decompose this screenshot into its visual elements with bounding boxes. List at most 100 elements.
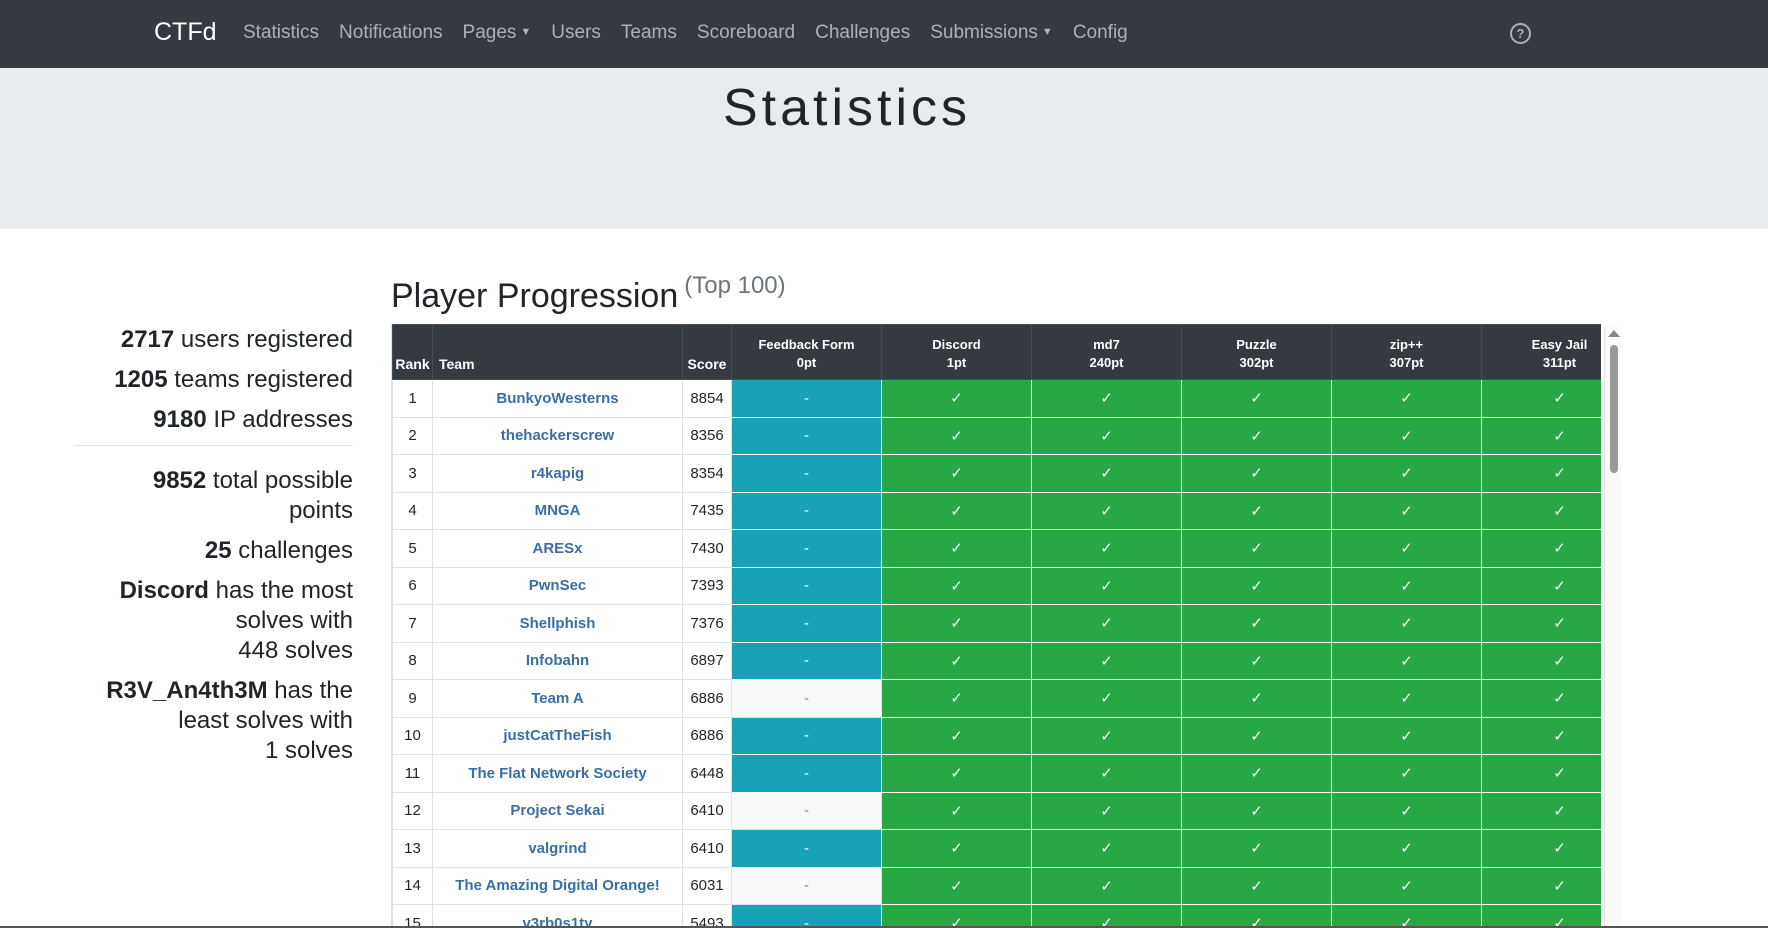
feedback-solved-cell: - [731,454,882,493]
feedback-solved-cell: - [731,491,882,530]
feedback-solved-cell: - [731,566,882,605]
rank-cell: 4 [392,491,433,530]
navbar: CTFd Statistics Notifications Pages ▼ Users T… [0,0,1768,68]
solved-cell: ✓ [1181,379,1332,418]
points-stat: 9852 total possible points [60,466,353,526]
nav-submissions[interactable]: Submissions ▼ [930,22,1053,44]
rank-header[interactable]: Rank [392,324,433,380]
challenge-points: 0pt [796,355,817,370]
feedback-solved-cell: - [731,716,882,755]
solved-cell: ✓ [881,754,1032,793]
users-stat: 2717 users registered [60,325,353,355]
team-link[interactable]: Infobahn [432,641,683,680]
nav-challenges[interactable]: Challenges [815,22,910,44]
progression-table: Rank Team Score Feedback Form 0pt Discord 1… [392,324,1601,928]
users-label: users registered [174,326,353,353]
scrollbar-thumb[interactable] [1610,345,1618,473]
nav-pages[interactable]: Pages ▼ [463,22,532,44]
rank-cell: 7 [392,604,433,643]
nav-teams[interactable]: Teams [621,22,677,44]
challenge-points: 240pt [1089,355,1124,370]
solved-cell: ✓ [1331,604,1482,643]
team-link[interactable]: v3rb0s1ty [432,904,683,928]
challenge-name: Puzzle [1236,337,1277,352]
solved-cell: ✓ [1481,566,1601,605]
challenge-header[interactable]: Discord 1pt [881,324,1032,380]
solved-cell: ✓ [1481,754,1601,793]
solved-cell: ✓ [1181,604,1332,643]
nav-config[interactable]: Config [1073,22,1128,44]
score-cell: 6410 [682,829,732,868]
team-link[interactable]: Team A [432,679,683,718]
most-solves-stat: Discord has the most solves with 448 solv… [60,576,353,666]
nav-statistics[interactable]: Statistics [243,22,319,44]
nav-label: Challenges [815,22,911,43]
team-link[interactable]: Project Sekai [432,791,683,830]
team-link[interactable]: ARESx [432,529,683,568]
challenge-header[interactable]: Easy Jail 311pt [1481,324,1601,380]
scroll-up-arrow-icon[interactable] [1608,330,1620,337]
solved-cell: ✓ [1481,416,1601,455]
solved-cell: ✓ [1031,604,1182,643]
team-link[interactable]: MNGA [432,491,683,530]
solved-cell: ✓ [1031,566,1182,605]
rank-cell: 12 [392,791,433,830]
feedback-solved-cell: - [731,641,882,680]
feedback-solved-cell: - [731,416,882,455]
divider [0,926,1768,928]
progression-title: Player Progression [391,277,679,315]
question-circle-icon[interactable]: ? [1510,23,1531,44]
score-header[interactable]: Score [682,324,732,380]
score-cell: 6886 [682,679,732,718]
nav-label: Teams [620,22,677,43]
score-cell: 7430 [682,529,732,568]
team-link[interactable]: valgrind [432,829,683,868]
team-link[interactable]: PwnSec [432,566,683,605]
team-link[interactable]: The Flat Network Society [432,754,683,793]
solved-cell: ✓ [1481,866,1601,905]
points-count: 9852 [152,467,207,494]
solved-cell: ✓ [1331,416,1482,455]
rank-cell: 8 [392,641,433,680]
caret-down-icon: ▼ [1041,26,1053,38]
challenge-header[interactable]: md7 240pt [1031,324,1182,380]
rank-cell: 15 [392,904,433,928]
score-cell: 7435 [682,491,732,530]
solved-cell: ✓ [1181,904,1332,928]
progression-table-container[interactable]: Rank Team Score Feedback Form 0pt Discord 1… [391,324,1601,928]
score-cell: 8356 [682,416,732,455]
nav-scoreboard[interactable]: Scoreboard [697,22,795,44]
team-link[interactable]: thehackerscrew [432,416,683,455]
solved-cell: ✓ [881,379,1032,418]
solved-cell: ✓ [1481,904,1601,928]
solved-cell: ✓ [1331,454,1482,493]
challenge-header[interactable]: zip++ 307pt [1331,324,1482,380]
table-row: 14 The Amazing Digital Orange! 6031- ✓ ✓ ✓ ✓ ✓ [392,866,1601,905]
team-link[interactable]: The Amazing Digital Orange! [432,866,683,905]
brand-logo[interactable]: CTFd [154,18,217,46]
page-title: Statistics [722,79,972,137]
challenge-header[interactable]: Puzzle 302pt [1181,324,1332,380]
score-cell: 6897 [682,641,732,680]
table-row: 3 r4kapig 8354- ✓ ✓ ✓ ✓ ✓ [392,454,1601,493]
scrollbar[interactable] [1604,327,1621,928]
solved-cell: ✓ [1331,829,1482,868]
team-header[interactable]: Team [432,324,683,380]
team-link[interactable]: r4kapig [432,454,683,493]
challenge-header[interactable]: Feedback Form 0pt [731,324,882,380]
ip-label: IP addresses [206,406,353,433]
nav-users[interactable]: Users [551,22,601,44]
nav-notifications[interactable]: Notifications [339,22,443,44]
team-link[interactable]: Shellphish [432,604,683,643]
team-link[interactable]: BunkyoWesterns [432,379,683,418]
rank-cell: 3 [392,454,433,493]
teams-stat: 1205 teams registered [60,365,353,395]
solved-cell: ✓ [1031,641,1182,680]
nav-label: Config [1072,22,1128,43]
challenge-name: Feedback Form [758,337,855,352]
feedback-solved-cell: - [731,829,882,868]
rank-cell: 5 [392,529,433,568]
stats-summary: 2717 users registered 1205 teams registe… [60,325,353,776]
team-link[interactable]: justCatTheFish [432,716,683,755]
solved-cell: ✓ [1481,491,1601,530]
